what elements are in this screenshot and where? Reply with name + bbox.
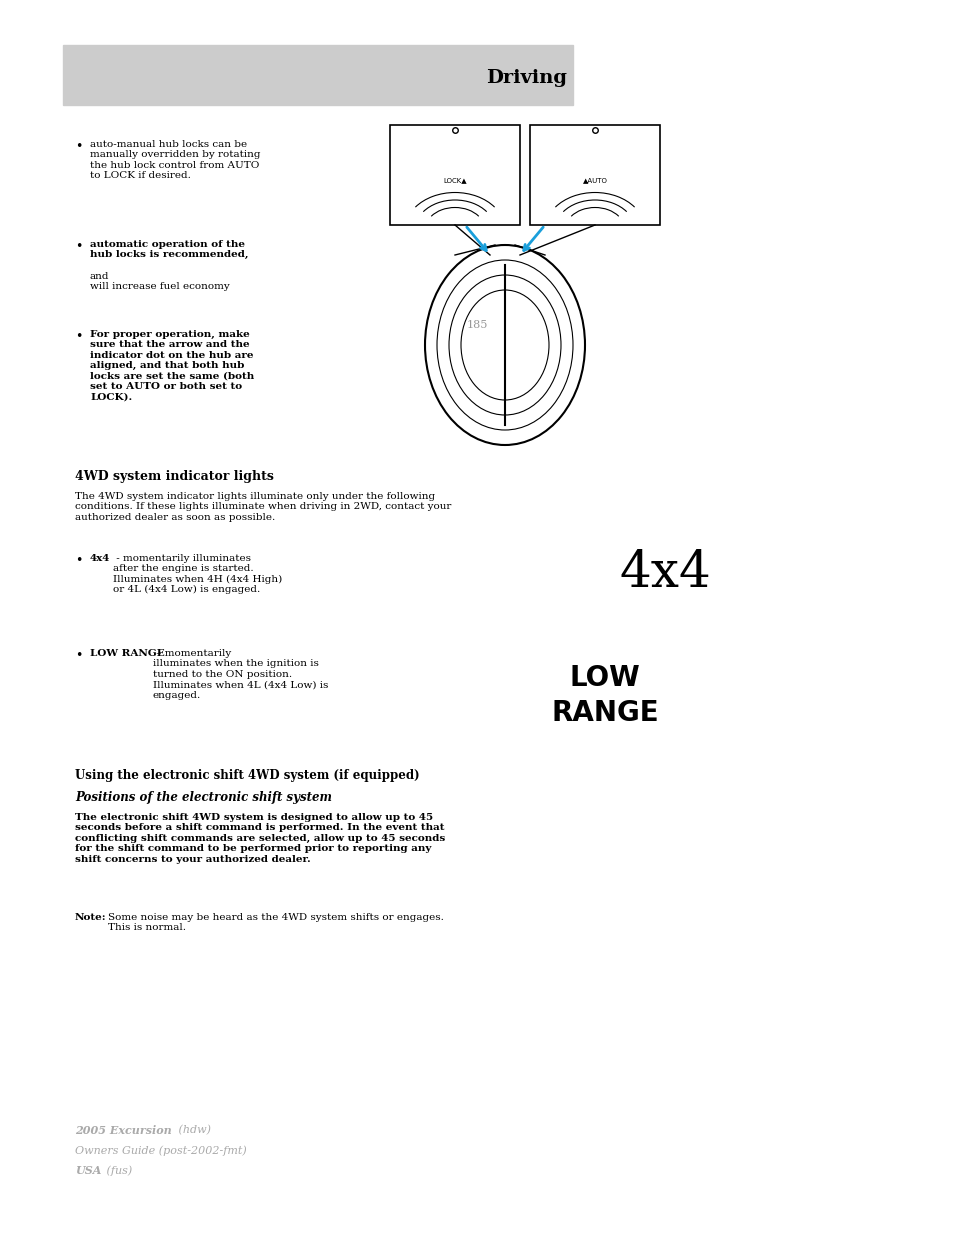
Text: •: • — [75, 330, 82, 343]
Text: - momentarily illuminates
after the engine is started.
Illuminates when 4H (4x4 : - momentarily illuminates after the engi… — [112, 555, 282, 594]
Text: •: • — [75, 650, 82, 662]
Text: 2005 Excursion: 2005 Excursion — [75, 1125, 172, 1136]
Text: automatic operation of the
hub locks is recommended,: automatic operation of the hub locks is … — [90, 240, 248, 259]
Text: Some noise may be heard as the 4WD system shifts or engages.
This is normal.: Some noise may be heard as the 4WD syste… — [108, 913, 443, 932]
Text: LOW RANGE: LOW RANGE — [90, 650, 165, 658]
Text: 185: 185 — [466, 320, 487, 330]
Text: Positions of the electronic shift system: Positions of the electronic shift system — [75, 790, 332, 804]
Text: auto-manual hub locks can be
manually overridden by rotating
the hub lock contro: auto-manual hub locks can be manually ov… — [90, 140, 260, 180]
Text: LOCK▲: LOCK▲ — [443, 177, 466, 183]
Text: ▲AUTO: ▲AUTO — [582, 177, 607, 183]
Bar — [63, 44, 573, 105]
Text: (hdw): (hdw) — [174, 1125, 211, 1135]
Text: Note:: Note: — [75, 913, 107, 923]
Text: 4WD system indicator lights: 4WD system indicator lights — [75, 471, 274, 483]
Text: The 4WD system indicator lights illuminate only under the following
conditions. : The 4WD system indicator lights illumina… — [75, 492, 451, 522]
Text: USA: USA — [75, 1165, 101, 1176]
Text: •: • — [75, 140, 82, 153]
Text: (fus): (fus) — [103, 1165, 132, 1176]
Text: The electronic shift 4WD system is designed to allow up to 45
seconds before a s: The electronic shift 4WD system is desig… — [75, 813, 445, 863]
Bar — [390, 125, 519, 225]
Text: Using the electronic shift 4WD system (if equipped): Using the electronic shift 4WD system (i… — [75, 769, 419, 782]
Text: Driving: Driving — [485, 69, 566, 86]
Text: – momentarily
illuminates when the ignition is
turned to the ON position.
Illumi: – momentarily illuminates when the ignit… — [152, 650, 328, 699]
Bar — [530, 125, 659, 225]
Text: 4x4: 4x4 — [619, 550, 711, 599]
Text: For proper operation, make
sure that the arrow and the
indicator dot on the hub : For proper operation, make sure that the… — [90, 330, 254, 401]
Text: •: • — [75, 555, 82, 567]
Text: and
will increase fuel economy: and will increase fuel economy — [90, 272, 230, 291]
Text: LOW
RANGE: LOW RANGE — [551, 664, 659, 726]
Text: Owners Guide (post-2002-fmt): Owners Guide (post-2002-fmt) — [75, 1145, 247, 1156]
Text: •: • — [75, 240, 82, 253]
Text: 4x4: 4x4 — [90, 555, 111, 563]
